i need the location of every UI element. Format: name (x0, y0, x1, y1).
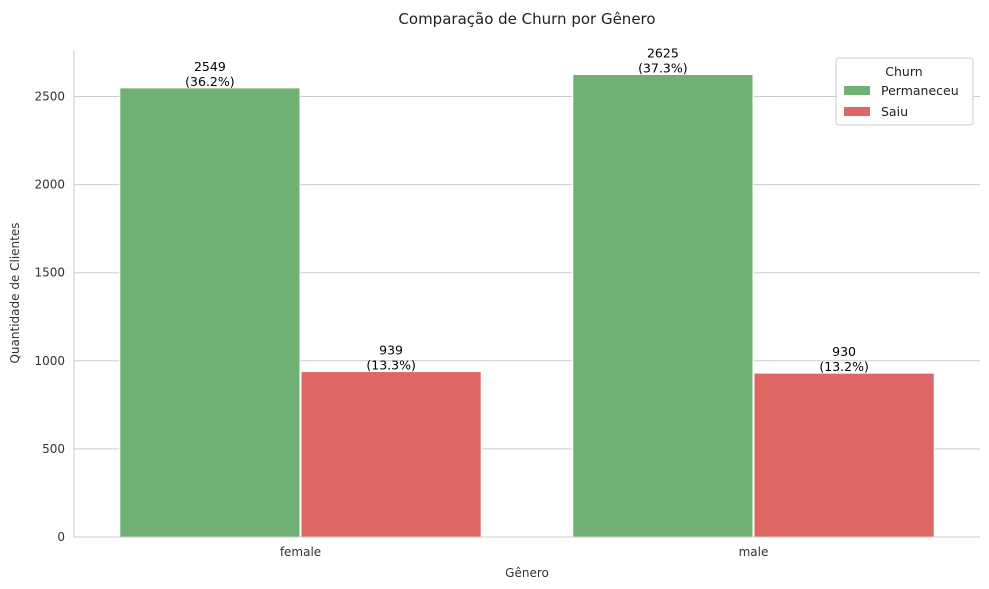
bar-percent-label: (13.3%) (366, 358, 415, 373)
legend-swatch-saiu (844, 107, 870, 116)
legend-label-permaneceu: Permaneceu (881, 83, 959, 98)
tick-labels: 0 500 1000 1500 2000 2500 female male (34, 90, 768, 559)
bar-permaneceu-male (572, 73, 754, 538)
bar-permaneceu-female (119, 87, 301, 538)
legend-swatch-permaneceu (844, 86, 870, 95)
y-axis-label: Quantidade de Clientes (8, 222, 22, 363)
bar-value-label: 939 (379, 343, 403, 358)
bar-percent-label: (36.2%) (185, 74, 234, 89)
bar-saiu-female (300, 371, 482, 538)
legend-frame (835, 57, 974, 126)
legend: Churn Permaneceu Saiu (835, 57, 974, 126)
x-tick-label: female (280, 545, 321, 559)
bar-percent-label: (13.2%) (819, 359, 868, 374)
y-tick-label: 1500 (34, 266, 65, 280)
y-tick-label: 0 (57, 530, 65, 544)
bar-value-label: 930 (832, 344, 856, 359)
y-tick-label: 2500 (34, 90, 65, 104)
legend-label-saiu: Saiu (881, 104, 908, 119)
y-tick-label: 500 (42, 442, 65, 456)
bar-value-label: 2549 (194, 59, 226, 74)
bar-labels: 2549(36.2%) 939(13.3%) 2625(37.3%) 930(13.2… (185, 45, 869, 374)
y-tick-label: 1000 (34, 354, 65, 368)
legend-title: Churn (885, 64, 922, 79)
x-tick-label: male (739, 545, 769, 559)
chart-title: Comparação de Churn por Gênero (398, 10, 655, 28)
x-axis-label: Gênero (505, 566, 549, 580)
axes (73, 50, 980, 538)
bar-value-label: 2625 (647, 45, 679, 60)
y-tick-label: 2000 (34, 178, 65, 192)
bar-saiu-male (753, 372, 935, 538)
bars (119, 73, 935, 538)
bar-percent-label: (37.3%) (638, 60, 687, 75)
